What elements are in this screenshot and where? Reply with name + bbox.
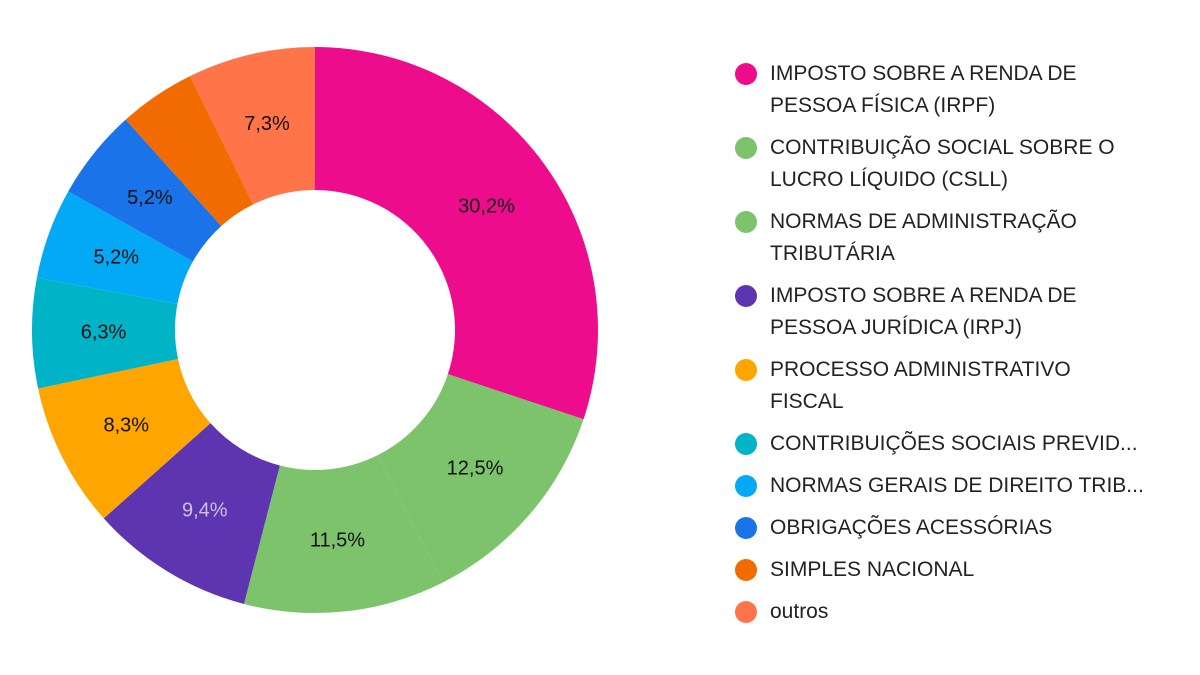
slice-value-label: 5,2% bbox=[127, 187, 173, 209]
legend-item[interactable]: IMPOSTO SOBRE A RENDA DE PESSOA JURÍDICA… bbox=[735, 280, 1185, 344]
donut-slice-4[interactable] bbox=[103, 423, 280, 604]
donut-slice-5[interactable] bbox=[38, 358, 211, 519]
slice-value-label: 30,2% bbox=[458, 195, 515, 217]
donut-slice-10[interactable] bbox=[190, 47, 315, 205]
legend-label: IMPOSTO SOBRE A RENDA DE PESSOA FÍSICA (… bbox=[770, 62, 1077, 117]
chart-legend: IMPOSTO SOBRE A RENDA DE PESSOA FÍSICA (… bbox=[735, 58, 1185, 638]
slice-value-label: 8,3% bbox=[103, 414, 149, 436]
donut-slice-7[interactable] bbox=[36, 191, 193, 305]
legend-swatch bbox=[735, 285, 757, 307]
legend-item[interactable]: CONTRIBUIÇÃO SOCIAL SOBRE O LUCRO LÍQUID… bbox=[735, 132, 1185, 196]
legend-swatch bbox=[735, 475, 757, 497]
legend-swatch bbox=[735, 559, 757, 581]
legend-item[interactable]: OBRIGAÇÕES ACESSÓRIAS bbox=[735, 512, 1185, 544]
slice-value-label: 6,3% bbox=[81, 321, 127, 343]
donut-slice-1[interactable] bbox=[315, 47, 598, 420]
legend-item[interactable]: PROCESSO ADMINISTRATIVO FISCAL bbox=[735, 354, 1185, 418]
legend-label: CONTRIBUIÇÕES SOCIAIS PREVID... bbox=[770, 432, 1138, 455]
legend-label: CONTRIBUIÇÃO SOCIAL SOBRE O LUCRO LÍQUID… bbox=[770, 136, 1115, 191]
donut-slice-2[interactable] bbox=[377, 374, 584, 583]
legend-label: NORMAS DE ADMINISTRAÇÃO TRIBUTÁRIA bbox=[770, 210, 1077, 265]
legend-swatch bbox=[735, 517, 757, 539]
legend-item[interactable]: SIMPLES NACIONAL bbox=[735, 554, 1185, 586]
donut-chart: 30,2% 12,5% 11,5% 9,4% 8,3% 6,3% 5,2% 5,2% 7,3% bbox=[32, 47, 598, 614]
legend-item[interactable]: IMPOSTO SOBRE A RENDA DE PESSOA FÍSICA (… bbox=[735, 58, 1185, 122]
slice-value-label: 5,2% bbox=[93, 247, 139, 269]
slice-value-label: 11,5% bbox=[310, 529, 365, 551]
legend-swatch bbox=[735, 63, 757, 85]
slice-value-label: 9,4% bbox=[182, 500, 228, 522]
legend-item[interactable]: NORMAS GERAIS DE DIREITO TRIB... bbox=[735, 470, 1185, 502]
legend-swatch bbox=[735, 433, 757, 455]
donut-slice-6[interactable] bbox=[32, 277, 179, 389]
slice-value-label: 12,5% bbox=[447, 457, 504, 479]
legend-label: IMPOSTO SOBRE A RENDA DE PESSOA JURÍDICA… bbox=[770, 284, 1077, 339]
legend-label: PROCESSO ADMINISTRATIVO FISCAL bbox=[770, 358, 1071, 413]
donut-slice-8[interactable] bbox=[68, 119, 222, 262]
legend-label: outros bbox=[770, 600, 829, 623]
legend-swatch bbox=[735, 359, 757, 381]
donut-slice-3[interactable] bbox=[243, 455, 443, 614]
legend-item[interactable]: NORMAS DE ADMINISTRAÇÃO TRIBUTÁRIA bbox=[735, 206, 1185, 270]
legend-label: SIMPLES NACIONAL bbox=[770, 558, 975, 581]
legend-swatch bbox=[735, 601, 757, 623]
legend-item[interactable]: CONTRIBUIÇÕES SOCIAIS PREVID... bbox=[735, 428, 1185, 460]
donut-slice-9[interactable] bbox=[125, 76, 254, 226]
legend-label: OBRIGAÇÕES ACESSÓRIAS bbox=[770, 516, 1053, 539]
legend-item[interactable]: outros bbox=[735, 596, 1185, 628]
legend-label: NORMAS GERAIS DE DIREITO TRIB... bbox=[770, 474, 1144, 497]
legend-swatch bbox=[735, 211, 757, 233]
slice-value-label: 7,3% bbox=[244, 113, 290, 135]
legend-swatch bbox=[735, 137, 757, 159]
